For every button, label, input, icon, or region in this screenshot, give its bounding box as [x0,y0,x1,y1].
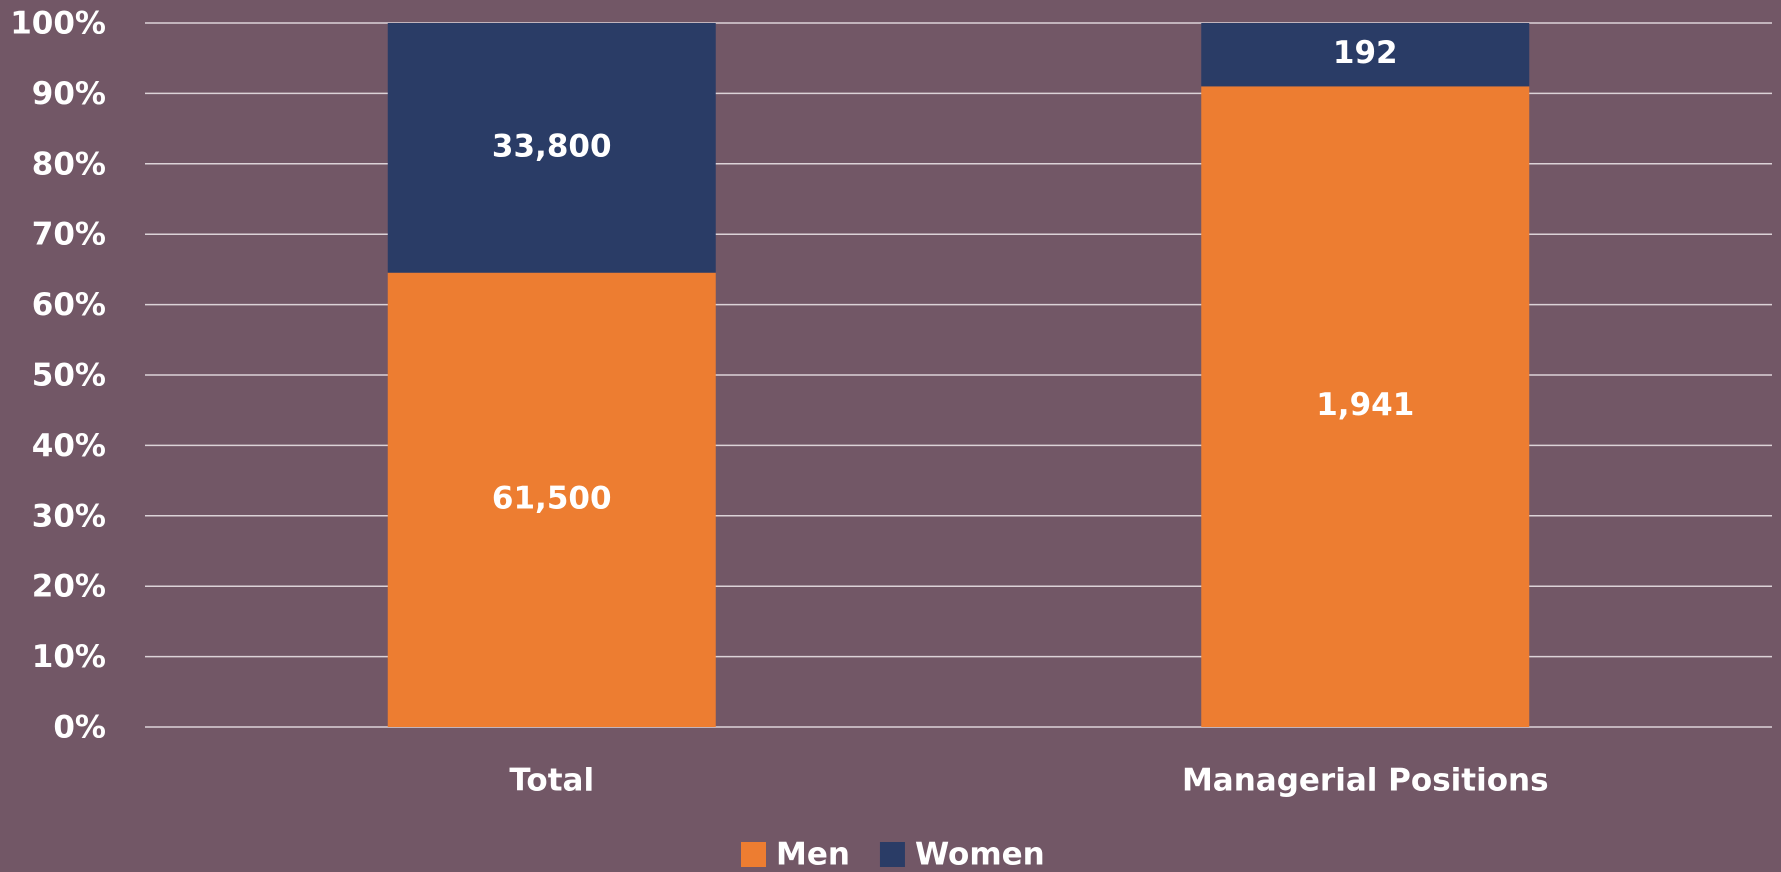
bar-segment [1201,86,1530,728]
y-tick-label: 20% [32,569,106,605]
legend-swatch [741,842,766,867]
data-label: 61,500 [492,480,612,516]
y-tick-label: 10% [32,639,106,675]
data-label: 192 [1333,35,1398,71]
y-tick-label: 70% [32,217,106,253]
legend-label: Men [776,837,850,872]
x-tick-label: Managerial Positions [1182,763,1549,799]
y-tick-label: 30% [32,498,106,534]
legend-swatch [879,842,905,867]
bar-segment [1201,23,1530,87]
y-tick-label: 0% [53,710,106,746]
x-tick-label: Total [509,763,594,799]
y-tick-label: 80% [32,146,106,182]
data-label: 33,800 [492,128,612,164]
y-tick-label: 50% [32,358,106,394]
bar-segment [387,23,716,273]
y-tick-label: 100% [10,6,106,42]
legend-label: Women [915,837,1045,872]
y-tick-label: 60% [32,287,106,323]
bar-segment [387,272,716,727]
y-tick-label: 40% [32,428,106,464]
y-tick-label: 90% [32,76,106,112]
data-label: 1,941 [1316,387,1414,423]
